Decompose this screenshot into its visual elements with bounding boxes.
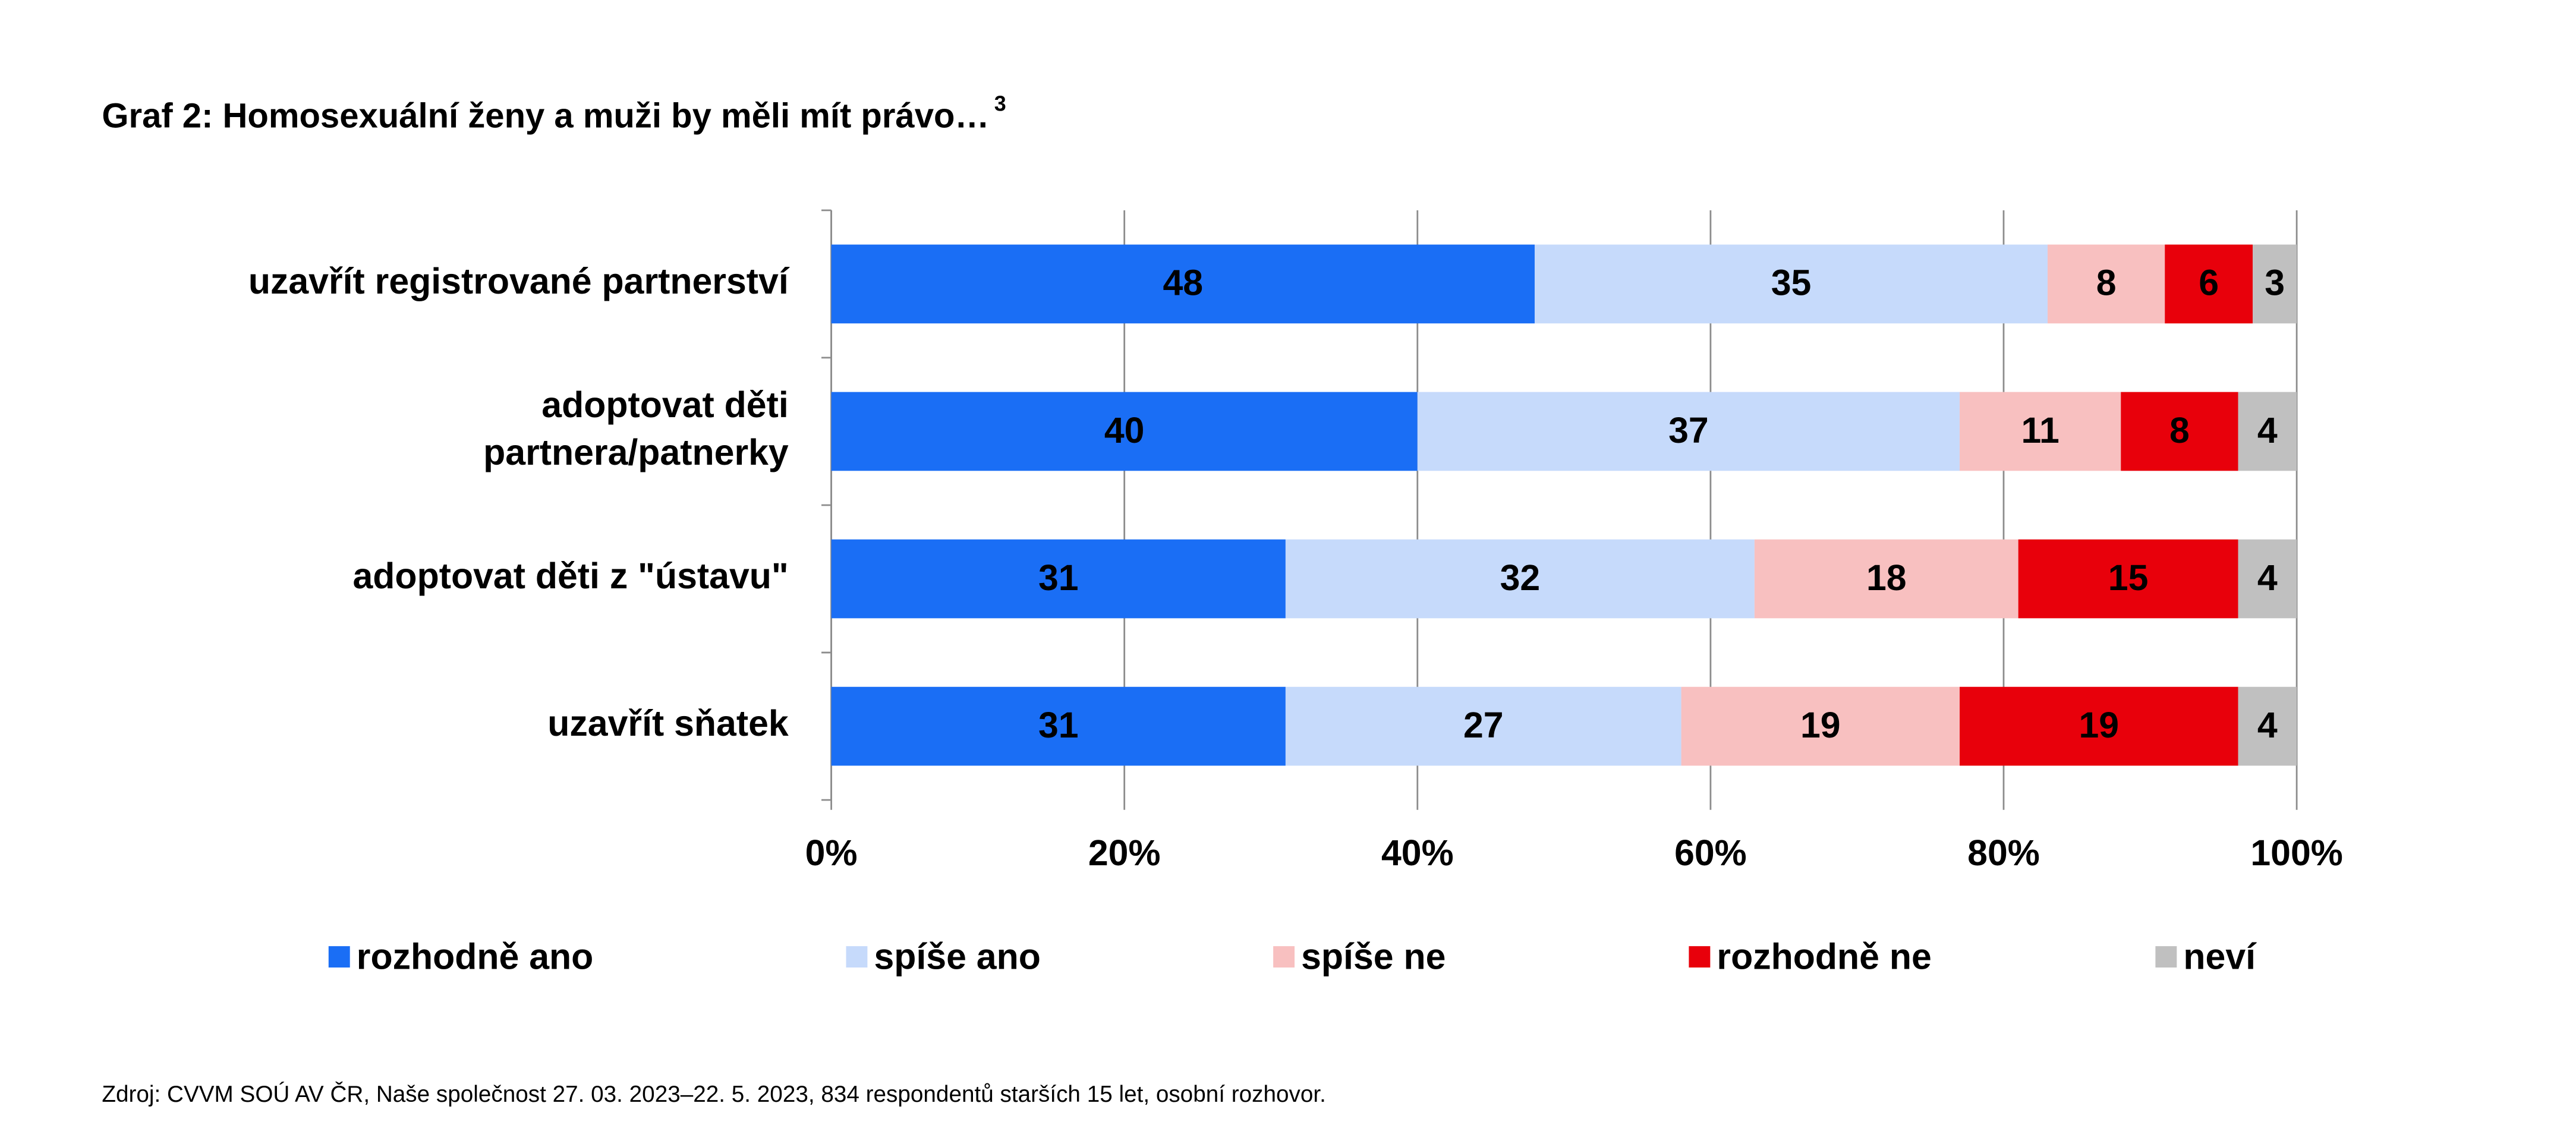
bar-segment [1960,686,2238,766]
bar-segment [1285,539,1755,619]
category-label: uzavřít registrované partnerství [248,261,790,301]
value-label: 15 [2108,557,2149,598]
x-tick-label: 20% [1088,833,1161,873]
bar-segment [2238,539,2297,619]
bar-segment [1960,392,2121,471]
category-label: adoptovat děti z "ústavu" [352,556,788,596]
bar-segment [831,244,1535,324]
value-label: 48 [1163,263,1204,303]
value-label: 8 [2169,410,2190,450]
value-label: 4 [2257,557,2278,598]
category-label: uzavřít sňatek [547,703,789,743]
value-label: 8 [2096,263,2117,303]
bar-segment [1285,686,1681,766]
value-label: 31 [1038,705,1079,745]
x-tick-label: 60% [1674,833,1747,873]
category-label: adoptovat děti partnera/patnerky [483,384,789,472]
value-label: 6 [2199,263,2219,303]
source-note: Zdroj: CVVM SOÚ AV ČR, Naše společnost 2… [102,1081,1326,1107]
value-label: 19 [2079,705,2119,745]
bar-segment [831,539,1286,619]
legend-swatch [1273,946,1295,968]
bar-segment [2165,244,2253,324]
bar-segment [1754,539,2018,619]
bar-segment [2018,539,2238,619]
legend-swatch [846,946,868,968]
legend-label: neví [2183,936,2257,976]
bar-segment [2253,244,2297,324]
value-label: 35 [1771,263,1812,303]
legend-swatch [1689,946,1711,968]
bar-segment [1681,686,1960,766]
bar-segment [2047,244,2165,324]
chart-title: Graf 2: Homosexuální ženy a muži by měli… [102,96,989,135]
value-label: 37 [1668,410,1709,450]
legend-label: spíše ano [874,936,1040,976]
legend-label: spíše ne [1301,936,1446,976]
legend-label: rozhodně ne [1717,936,1931,976]
legend-swatch [328,946,350,968]
value-label: 18 [1866,557,1907,598]
bar-segment [1417,392,1960,471]
bar-segment [1535,244,2048,324]
x-tick-label: 80% [1967,833,2040,873]
bar-segment [2121,392,2238,471]
bar-segment [2238,686,2297,766]
value-label: 40 [1104,410,1145,450]
x-tick-label: 0% [805,833,858,873]
value-label: 31 [1038,557,1079,598]
legend-swatch [2155,946,2177,968]
value-label: 27 [1463,705,1504,745]
value-label: 11 [2021,410,2059,450]
value-label: 32 [1500,557,1541,598]
bar-segment [831,686,1286,766]
x-tick-label: 40% [1381,833,1454,873]
value-label: 4 [2257,410,2278,450]
title-footnote: 3 [994,91,1006,115]
value-label: 3 [2265,263,2285,303]
legend-label: rozhodně ano [357,936,594,976]
value-label: 19 [1800,705,1841,745]
x-tick-label: 100% [2250,833,2343,873]
bar-segment [2238,392,2297,471]
bar-segment [831,392,1418,471]
value-label: 4 [2257,705,2278,745]
